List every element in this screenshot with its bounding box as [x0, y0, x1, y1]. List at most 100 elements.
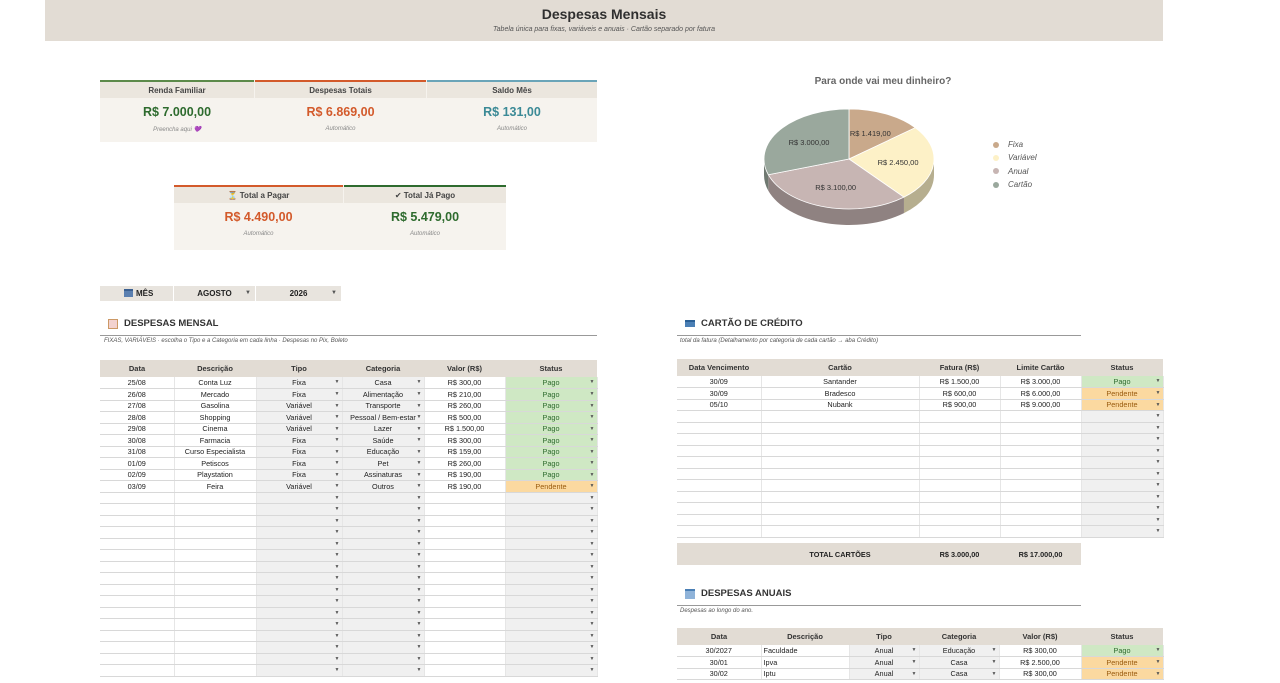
table-cell[interactable]	[919, 445, 1001, 457]
table-row[interactable]: 05/10 Nubank R$ 900,00 R$ 9.000,00 Pendente ▼	[677, 399, 1164, 411]
table-cell[interactable]: Iptu	[761, 668, 850, 680]
chevron-down-icon[interactable]: ▼	[416, 379, 422, 385]
table-cell[interactable]	[424, 503, 506, 516]
table-cell[interactable]: Anual ▼	[849, 656, 920, 669]
table-cell[interactable]: ▼	[505, 607, 598, 619]
table-cell[interactable]	[919, 491, 1001, 503]
chevron-down-icon[interactable]: ▼	[334, 517, 340, 524]
table-row[interactable]: ▼ ▼ ▼	[100, 607, 598, 619]
table-cell[interactable]: ▼	[505, 630, 598, 642]
chevron-down-icon[interactable]: ▼	[589, 621, 595, 627]
table-cell[interactable]: ▼	[1081, 410, 1164, 423]
table-cell[interactable]: ▼	[256, 492, 343, 504]
table-cell[interactable]: R$ 500,00	[424, 411, 506, 424]
table-cell[interactable]	[174, 549, 257, 562]
chevron-down-icon[interactable]: ▼	[589, 644, 595, 650]
table-cell[interactable]: Pendente ▼	[505, 480, 598, 493]
table-row[interactable]: 28/08 Shopping Variável ▼ Pessoal / Bem-esta…	[100, 411, 598, 424]
table-cell[interactable]: Educação ▼	[342, 446, 425, 458]
table-row[interactable]: 03/09 Feira Variável ▼ Outros ▼ R$ 190,00 Pende…	[100, 480, 598, 493]
table-cell[interactable]	[424, 630, 506, 642]
table-cell[interactable]	[1000, 479, 1082, 492]
chevron-down-icon[interactable]: ▼	[416, 529, 422, 535]
chevron-down-icon[interactable]: ▼	[1155, 470, 1161, 477]
chevron-down-icon[interactable]: ▼	[416, 483, 422, 489]
table-row[interactable]: ▼ ▼ ▼	[100, 515, 598, 527]
table-row[interactable]: ▼	[677, 491, 1164, 503]
chevron-down-icon[interactable]: ▼	[334, 609, 340, 616]
legend-item[interactable]: Cartão	[993, 178, 1037, 191]
chevron-down-icon[interactable]: ▼	[334, 402, 340, 409]
chevron-down-icon[interactable]: ▼	[334, 460, 340, 466]
table-cell[interactable]	[677, 422, 762, 434]
table-cell[interactable]: R$ 9.000,00	[1000, 399, 1082, 411]
table-row[interactable]: ▼ ▼ ▼	[100, 584, 598, 596]
table-cell[interactable]: R$ 260,00	[424, 400, 506, 412]
chevron-down-icon[interactable]: ▼	[416, 655, 422, 662]
table-cell[interactable]: Variável ▼	[256, 480, 343, 493]
table-cell[interactable]: Anual ▼	[849, 645, 920, 657]
table-row[interactable]: ▼ ▼ ▼	[100, 538, 598, 550]
table-cell[interactable]	[1000, 410, 1082, 423]
table-cell[interactable]: Casa ▼	[919, 656, 1000, 669]
table-cell[interactable]	[174, 607, 257, 619]
table-row[interactable]: ▼	[677, 514, 1164, 526]
table-cell[interactable]: Saúde ▼	[342, 434, 425, 447]
chevron-down-icon[interactable]: ▼	[589, 460, 595, 466]
table-cell[interactable]	[677, 456, 762, 469]
table-cell[interactable]: Pago ▼	[505, 388, 598, 401]
table-cell[interactable]: ▼	[1081, 491, 1164, 503]
table-row[interactable]: ▼	[677, 525, 1164, 538]
table-row[interactable]: 02/09 Playstation Fixa ▼ Assinaturas ▼ R$ 190,…	[100, 469, 598, 481]
table-row[interactable]: 30/01 Ipva Anual ▼ Casa ▼ R$ 2.500,00 Pendente ▼	[677, 656, 1164, 669]
table-cell[interactable]	[100, 664, 175, 677]
table-cell[interactable]: ▼	[256, 572, 343, 585]
table-cell[interactable]: Casa ▼	[919, 668, 1000, 680]
table-cell[interactable]: Fixa ▼	[256, 434, 343, 447]
table-cell[interactable]	[1000, 514, 1082, 526]
table-cell[interactable]: ▼	[342, 607, 425, 619]
chevron-down-icon[interactable]: ▼	[589, 402, 595, 409]
table-cell[interactable]: ▼	[1081, 479, 1164, 492]
table-cell[interactable]: Gasolina	[174, 400, 257, 412]
table-cell[interactable]	[919, 468, 1001, 480]
table-cell[interactable]	[677, 525, 762, 538]
table-cell[interactable]	[761, 445, 920, 457]
table-cell[interactable]: Fixa ▼	[256, 388, 343, 401]
chevron-down-icon[interactable]: ▼	[416, 563, 422, 570]
chevron-down-icon[interactable]: ▼	[589, 437, 595, 443]
table-cell[interactable]	[761, 468, 920, 480]
table-cell[interactable]	[761, 410, 920, 423]
table-cell[interactable]: ▼	[342, 549, 425, 562]
table-cell[interactable]: Pago ▼	[505, 434, 598, 447]
table-cell[interactable]: Cinema	[174, 423, 257, 435]
table-cell[interactable]	[174, 526, 257, 539]
table-cell[interactable]	[761, 491, 920, 503]
table-cell[interactable]: ▼	[1081, 468, 1164, 480]
table-row[interactable]: ▼ ▼ ▼	[100, 664, 598, 677]
table-cell[interactable]	[761, 525, 920, 538]
table-cell[interactable]: ▼	[342, 492, 425, 504]
table-cell[interactable]	[424, 641, 506, 654]
table-cell[interactable]: Pessoal / Bem-estar ▼	[342, 411, 425, 424]
table-cell[interactable]: ▼	[505, 584, 598, 596]
legend-item[interactable]: Variável	[993, 151, 1037, 164]
chevron-down-icon[interactable]: ▼	[334, 529, 340, 535]
chevron-down-icon[interactable]: ▼	[416, 586, 422, 593]
chevron-down-icon[interactable]: ▼	[416, 494, 422, 501]
chevron-down-icon[interactable]: ▼	[1155, 647, 1161, 653]
table-cell[interactable]: Conta Luz	[174, 377, 257, 389]
chevron-down-icon[interactable]: ▼	[589, 563, 595, 570]
table-cell[interactable]: Pago ▼	[505, 423, 598, 435]
table-cell[interactable]	[424, 653, 506, 665]
table-cell[interactable]: 30/2027	[677, 645, 762, 657]
chevron-down-icon[interactable]: ▼	[1155, 516, 1161, 523]
chevron-down-icon[interactable]: ▼	[334, 598, 340, 604]
table-cell[interactable]: ▼	[256, 515, 343, 527]
table-cell[interactable]: ▼	[342, 561, 425, 573]
year-dropdown[interactable]: 2026 ▼	[256, 286, 342, 301]
table-cell[interactable]: ▼	[1081, 502, 1164, 515]
kpi-renda-familiar[interactable]: Renda Familiar R$ 7.000,00 Preencha aqui…	[100, 80, 254, 142]
table-cell[interactable]: Pendente ▼	[1081, 656, 1164, 669]
table-cell[interactable]: ▼	[505, 503, 598, 516]
